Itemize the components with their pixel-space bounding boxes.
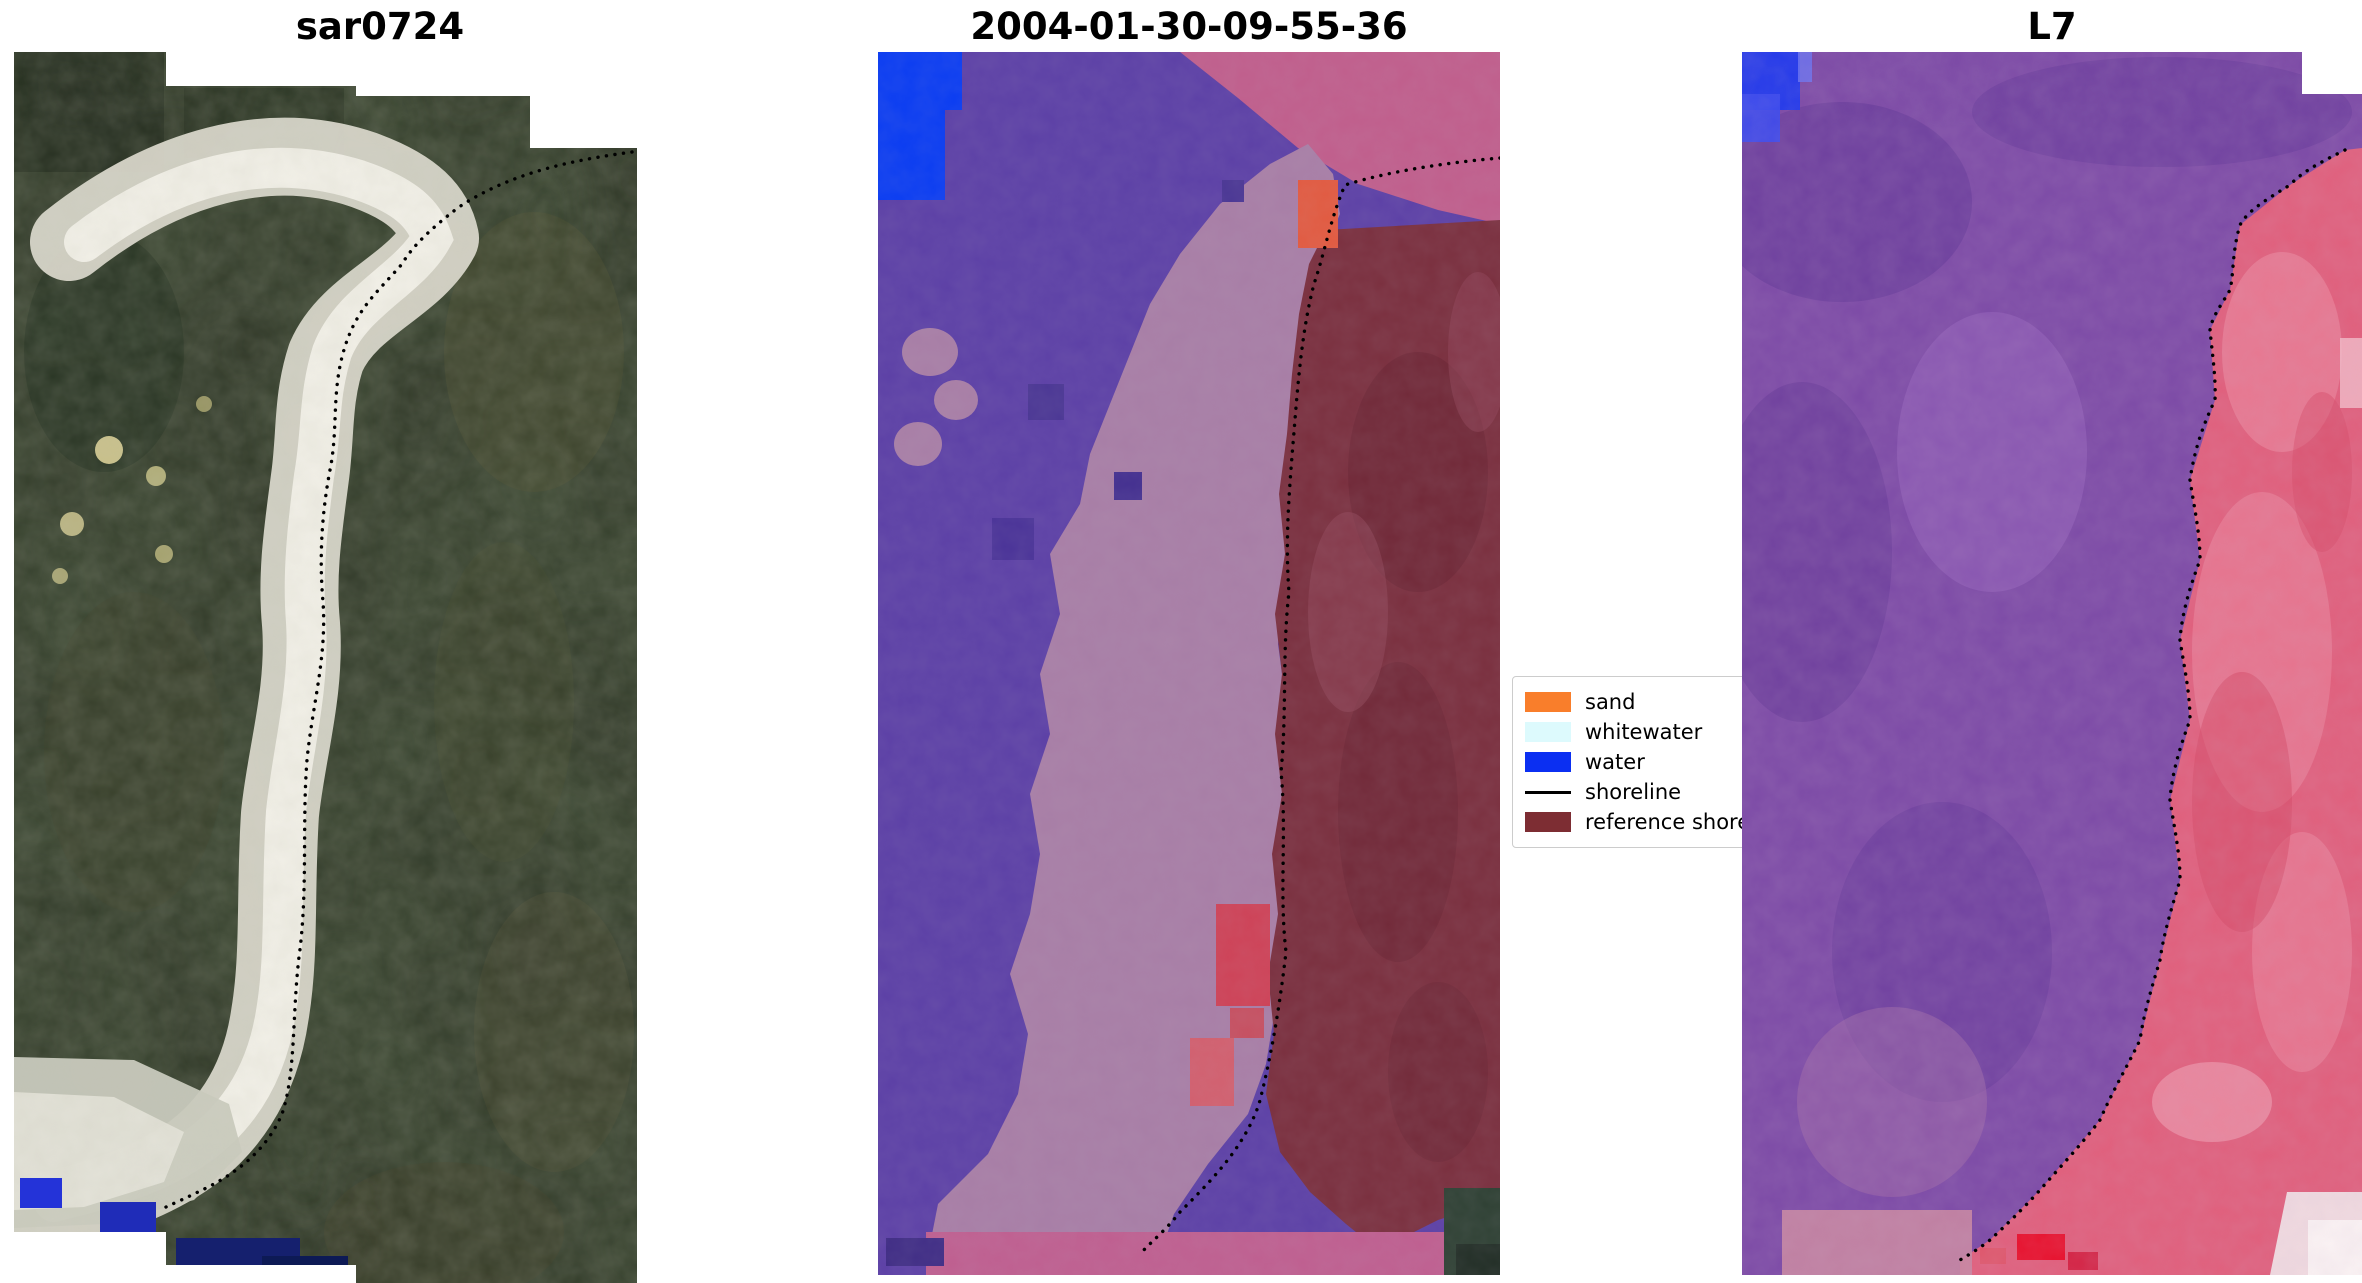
legend-item-whitewater: whitewater xyxy=(1525,717,1771,747)
sar-image-panel xyxy=(14,52,637,1283)
legend-label-water: water xyxy=(1585,750,1645,774)
legend: sand whitewater water shoreline referenc… xyxy=(1512,676,1772,848)
legend-swatch-water xyxy=(1525,752,1571,772)
legend-label-whitewater: whitewater xyxy=(1585,720,1703,744)
legend-swatch-sand xyxy=(1525,692,1571,712)
legend-swatch-shoreline xyxy=(1525,790,1571,794)
legend-item-reference-shore: reference shore xyxy=(1525,807,1771,837)
legend-item-sand: sand xyxy=(1525,687,1771,717)
legend-item-water: water xyxy=(1525,747,1771,777)
legend-swatch-reference-shore xyxy=(1525,812,1571,832)
legend-label-sand: sand xyxy=(1585,690,1636,714)
panel-title-classified: 2004-01-30-09-55-36 xyxy=(970,5,1408,48)
panel-title-sar: sar0724 xyxy=(295,5,465,48)
legend-label-shoreline: shoreline xyxy=(1585,780,1682,804)
l7-image-panel xyxy=(1742,52,2362,1275)
shoreline-dotted-line xyxy=(1958,148,2347,1262)
panel-title-l7: L7 xyxy=(2027,5,2077,48)
classified-image-panel xyxy=(878,52,1500,1275)
legend-item-shoreline: shoreline xyxy=(1525,777,1771,807)
l7-raster xyxy=(1742,52,2362,1275)
classified-raster xyxy=(878,52,1500,1275)
legend-swatch-whitewater xyxy=(1525,722,1571,742)
legend-label-reference-shore: reference shore xyxy=(1585,810,1751,834)
sar-raster xyxy=(14,52,637,1283)
